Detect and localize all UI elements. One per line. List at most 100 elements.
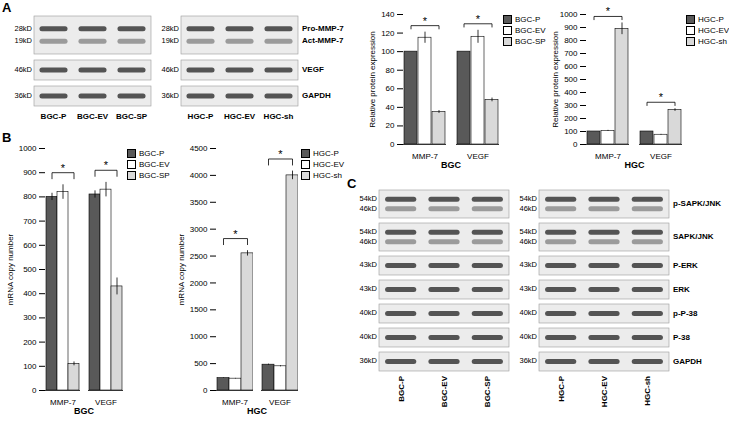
svg-text:Relative protein expression: Relative protein expression — [368, 31, 377, 128]
svg-text:800: 800 — [23, 192, 37, 201]
svg-text:20: 20 — [386, 121, 395, 130]
svg-text:GAPDH: GAPDH — [302, 91, 331, 100]
svg-text:46kD: 46kD — [359, 237, 377, 246]
svg-text:HGC-EV: HGC-EV — [600, 375, 609, 407]
svg-text:VEGF: VEGF — [302, 65, 324, 74]
svg-text:300: 300 — [564, 101, 578, 110]
svg-text:46kD: 46kD — [359, 204, 377, 213]
svg-text:A: A — [2, 0, 12, 15]
svg-text:36kD: 36kD — [359, 356, 377, 365]
svg-text:300: 300 — [23, 313, 37, 322]
svg-text:100: 100 — [564, 127, 578, 136]
svg-text:54kD: 54kD — [359, 227, 377, 236]
svg-text:200: 200 — [23, 338, 37, 347]
svg-text:4000: 4000 — [190, 171, 208, 180]
svg-text:BGC-SP: BGC-SP — [116, 112, 148, 121]
svg-text:46kD: 46kD — [519, 204, 537, 213]
svg-text:P-ERK: P-ERK — [673, 261, 698, 270]
svg-text:3500: 3500 — [190, 198, 208, 207]
svg-text:46kD: 46kD — [161, 65, 179, 74]
svg-text:40kD: 40kD — [359, 332, 377, 341]
svg-text:*: * — [606, 5, 611, 17]
svg-text:1000: 1000 — [190, 332, 208, 341]
svg-text:40kD: 40kD — [519, 332, 537, 341]
svg-text:54kD: 54kD — [359, 194, 377, 203]
svg-text:Act-MMP-7: Act-MMP-7 — [302, 36, 344, 45]
svg-text:900: 900 — [564, 23, 578, 32]
svg-text:900: 900 — [23, 168, 37, 177]
svg-text:40kD: 40kD — [519, 308, 537, 317]
svg-text:VEGF: VEGF — [95, 398, 117, 406]
svg-text:*: * — [278, 148, 283, 160]
svg-text:40: 40 — [386, 103, 395, 112]
svg-text:BGC-EV: BGC-EV — [440, 375, 449, 407]
svg-text:500: 500 — [23, 265, 37, 274]
svg-text:MMP-7: MMP-7 — [222, 398, 248, 406]
svg-text:HGC-sh: HGC-sh — [264, 112, 294, 121]
svg-text:80: 80 — [386, 66, 395, 75]
svg-text:HGC-EV: HGC-EV — [224, 112, 256, 121]
svg-text:800: 800 — [564, 36, 578, 45]
svg-text:HGC-P: HGC-P — [557, 375, 566, 401]
svg-text:HGC-sh: HGC-sh — [643, 376, 652, 406]
svg-text:100: 100 — [381, 47, 395, 56]
svg-text:36kD: 36kD — [14, 91, 32, 100]
svg-text:VEGF: VEGF — [650, 152, 672, 160]
svg-text:mRNA copy number: mRNA copy number — [6, 233, 15, 305]
svg-text:36kD: 36kD — [519, 356, 537, 365]
svg-text:1500: 1500 — [190, 305, 208, 314]
svg-text:700: 700 — [23, 217, 37, 226]
svg-text:1000: 1000 — [560, 10, 578, 19]
svg-text:0: 0 — [573, 140, 578, 149]
svg-text:2500: 2500 — [190, 252, 208, 261]
svg-text:54kD: 54kD — [519, 194, 537, 203]
svg-text:43kD: 43kD — [359, 284, 377, 293]
svg-text:100: 100 — [23, 362, 37, 371]
svg-text:600: 600 — [564, 62, 578, 71]
svg-text:p-P-38: p-P-38 — [673, 309, 698, 318]
svg-text:400: 400 — [564, 88, 578, 97]
svg-text:28kD: 28kD — [14, 24, 32, 33]
svg-text:60: 60 — [386, 84, 395, 93]
svg-text:43kD: 43kD — [359, 260, 377, 269]
svg-text:28kD: 28kD — [161, 24, 179, 33]
svg-text:HGC-P: HGC-P — [188, 112, 214, 121]
svg-text:C: C — [347, 176, 357, 191]
svg-text:0: 0 — [203, 386, 208, 395]
svg-text:Pro-MMP-7: Pro-MMP-7 — [302, 24, 344, 33]
svg-text:*: * — [104, 159, 109, 171]
svg-text:500: 500 — [194, 359, 208, 368]
svg-text:BGC-P: BGC-P — [397, 375, 406, 401]
svg-text:SAPK/JNK: SAPK/JNK — [673, 232, 714, 241]
svg-text:BGC-EV: BGC-EV — [77, 112, 109, 121]
svg-text:600: 600 — [23, 241, 37, 250]
svg-text:4500: 4500 — [190, 144, 208, 153]
svg-text:19kD: 19kD — [14, 36, 32, 45]
svg-text:mRNA copy number: mRNA copy number — [177, 233, 186, 305]
svg-text:54kD: 54kD — [519, 227, 537, 236]
svg-text:120: 120 — [381, 29, 395, 38]
svg-text:3000: 3000 — [190, 225, 208, 234]
svg-text:*: * — [476, 13, 481, 25]
svg-text:40kD: 40kD — [359, 308, 377, 317]
svg-text:1000: 1000 — [19, 144, 37, 153]
svg-text:43kD: 43kD — [519, 260, 537, 269]
svg-text:140: 140 — [381, 10, 395, 19]
svg-text:BGC-P: BGC-P — [41, 112, 67, 121]
svg-text:2000: 2000 — [190, 279, 208, 288]
svg-text:Relative protein expression: Relative protein expression — [551, 31, 560, 128]
svg-text:19kD: 19kD — [161, 36, 179, 45]
svg-text:BGC-SP: BGC-SP — [483, 375, 492, 407]
svg-text:500: 500 — [564, 75, 578, 84]
svg-text:200: 200 — [564, 114, 578, 123]
svg-text:400: 400 — [23, 289, 37, 298]
svg-text:VEGF: VEGF — [269, 398, 291, 406]
svg-text:46kD: 46kD — [14, 65, 32, 74]
svg-text:*: * — [233, 228, 238, 240]
svg-text:43kD: 43kD — [519, 284, 537, 293]
svg-text:*: * — [61, 162, 66, 174]
svg-text:0: 0 — [32, 386, 37, 395]
svg-text:MMP-7: MMP-7 — [412, 152, 438, 160]
svg-text:p-SAPK/JNK: p-SAPK/JNK — [673, 199, 721, 208]
svg-text:36kD: 36kD — [161, 91, 179, 100]
